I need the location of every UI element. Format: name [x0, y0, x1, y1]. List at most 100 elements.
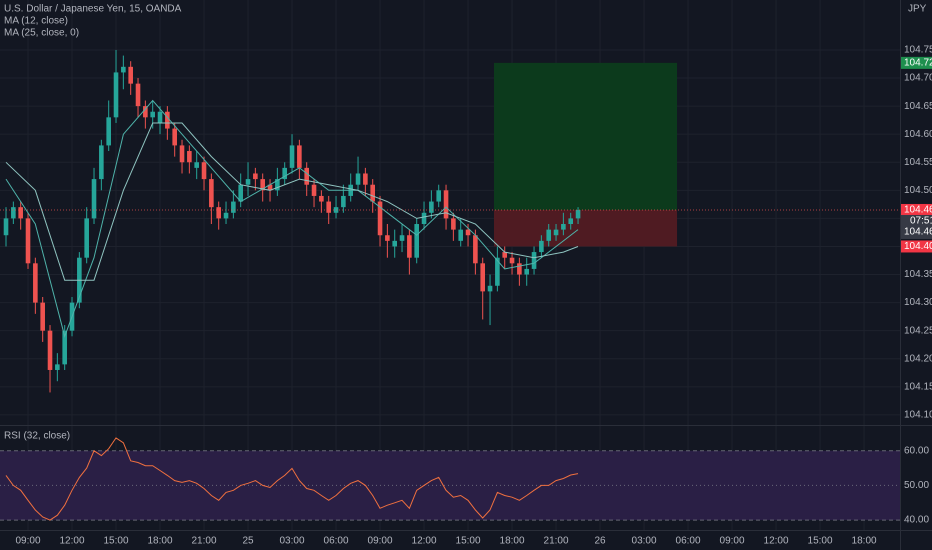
- currency-label: JPY: [908, 4, 927, 15]
- y-tick-label: 104.200: [904, 353, 932, 364]
- candle-body: [554, 230, 559, 236]
- rsi-tick-label: 60.00: [904, 445, 929, 456]
- candle-body: [216, 207, 221, 218]
- candle-body: [532, 252, 537, 269]
- candle-body: [363, 173, 368, 184]
- y-tick-label: 104.550: [904, 157, 932, 168]
- candle-body: [92, 179, 97, 218]
- candle-body: [194, 162, 199, 168]
- candle-body: [11, 207, 16, 218]
- x-tick-label: 26: [594, 536, 606, 547]
- y-tick-label: 104.700: [904, 73, 932, 84]
- x-tick-label: 06:00: [676, 536, 701, 547]
- candle-body: [429, 202, 434, 213]
- candle-body: [473, 235, 478, 263]
- x-tick-label: 15:00: [808, 536, 833, 547]
- candle-body: [576, 210, 581, 218]
- candle-body: [253, 173, 258, 179]
- candle-body: [209, 179, 214, 207]
- candle-body: [517, 263, 522, 274]
- x-tick-label: 18:00: [148, 536, 173, 547]
- candle-body: [524, 269, 529, 275]
- candle-body: [385, 235, 390, 241]
- candle-body: [18, 207, 23, 218]
- x-tick-label: 15:00: [104, 536, 129, 547]
- candle-body: [84, 218, 89, 257]
- x-tick-label: 12:00: [764, 536, 789, 547]
- candle-body: [546, 230, 551, 241]
- candle-body: [436, 190, 441, 201]
- candle-body: [121, 67, 126, 73]
- candle-body: [326, 202, 331, 213]
- candle-body: [158, 112, 163, 123]
- x-tick-label: 03:00: [632, 536, 657, 547]
- x-tick-label: 21:00: [192, 536, 217, 547]
- candle-body: [502, 252, 507, 258]
- candle-body: [172, 129, 177, 146]
- candle-body: [246, 179, 251, 185]
- countdown-label: 07:51: [910, 216, 932, 227]
- y-tick-label: 104.250: [904, 325, 932, 336]
- rsi-tick-label: 40.00: [904, 515, 929, 526]
- x-tick-label: 12:00: [412, 536, 437, 547]
- candle-body: [458, 230, 463, 241]
- candle-body: [33, 263, 38, 302]
- y-tick-label: 104.500: [904, 185, 932, 196]
- candle-body: [99, 145, 104, 179]
- candle-body: [114, 72, 119, 117]
- candle-body: [106, 117, 111, 145]
- candle-body: [341, 196, 346, 207]
- y-tick-label: 104.300: [904, 297, 932, 308]
- candle-body: [187, 151, 192, 162]
- candle-body: [444, 190, 449, 218]
- candle-body: [304, 168, 309, 185]
- y-tick-label: 104.100: [904, 410, 932, 421]
- loss-zone[interactable]: [494, 210, 677, 246]
- position-tool[interactable]: [494, 63, 677, 247]
- x-tick-label: 18:00: [500, 536, 525, 547]
- candle-body: [356, 173, 361, 184]
- candle-body: [297, 145, 302, 167]
- last-price-label: 104.465: [904, 227, 932, 238]
- candle-body: [422, 213, 427, 224]
- candle-body: [48, 331, 53, 370]
- candle-body: [568, 218, 573, 224]
- y-tick-label: 104.650: [904, 101, 932, 112]
- x-tick-label: 12:00: [60, 536, 85, 547]
- y-tick-label: 104.350: [904, 269, 932, 280]
- candle-body: [539, 241, 544, 252]
- candle-body: [4, 218, 9, 235]
- x-tick-label: 09:00: [15, 536, 40, 547]
- x-tick-label: 18:00: [852, 536, 877, 547]
- x-tick-label: 15:00: [456, 536, 481, 547]
- price-tag-label: 104.400: [904, 241, 932, 252]
- candle-body: [180, 145, 185, 162]
- candle-body: [150, 112, 155, 118]
- chart-title: U.S. Dollar / Japanese Yen, 15, OANDA: [4, 4, 182, 15]
- chart: 09:00 12:00 15:00 18:00 21:00 25 03:00 06:00 09:…: [0, 0, 932, 550]
- candle-body: [414, 224, 419, 258]
- candle-body: [224, 213, 229, 219]
- candle-body: [392, 241, 397, 247]
- candle-body: [202, 162, 207, 179]
- rsi-title: RSI (32, close): [4, 431, 70, 442]
- profit-zone[interactable]: [494, 63, 677, 210]
- candle-body: [290, 145, 295, 167]
- legend-entry: MA (12, close): [4, 16, 68, 27]
- candle-body: [55, 364, 60, 370]
- candle-body: [319, 196, 324, 202]
- candle-body: [510, 258, 515, 264]
- x-tick-label: 25: [242, 536, 254, 547]
- x-tick-label: 03:00: [280, 536, 305, 547]
- y-tick-label: 104.750: [904, 45, 932, 56]
- y-tick-label: 104.150: [904, 381, 932, 392]
- candle-body: [480, 263, 485, 291]
- x-tick-label: 09:00: [368, 536, 393, 547]
- candle-body: [370, 185, 375, 202]
- candle-body: [136, 84, 141, 106]
- candle-body: [451, 218, 456, 229]
- candle-body: [231, 202, 236, 213]
- x-tick-label: 21:00: [544, 536, 569, 547]
- candle-body: [40, 303, 45, 331]
- candle-body: [312, 185, 317, 196]
